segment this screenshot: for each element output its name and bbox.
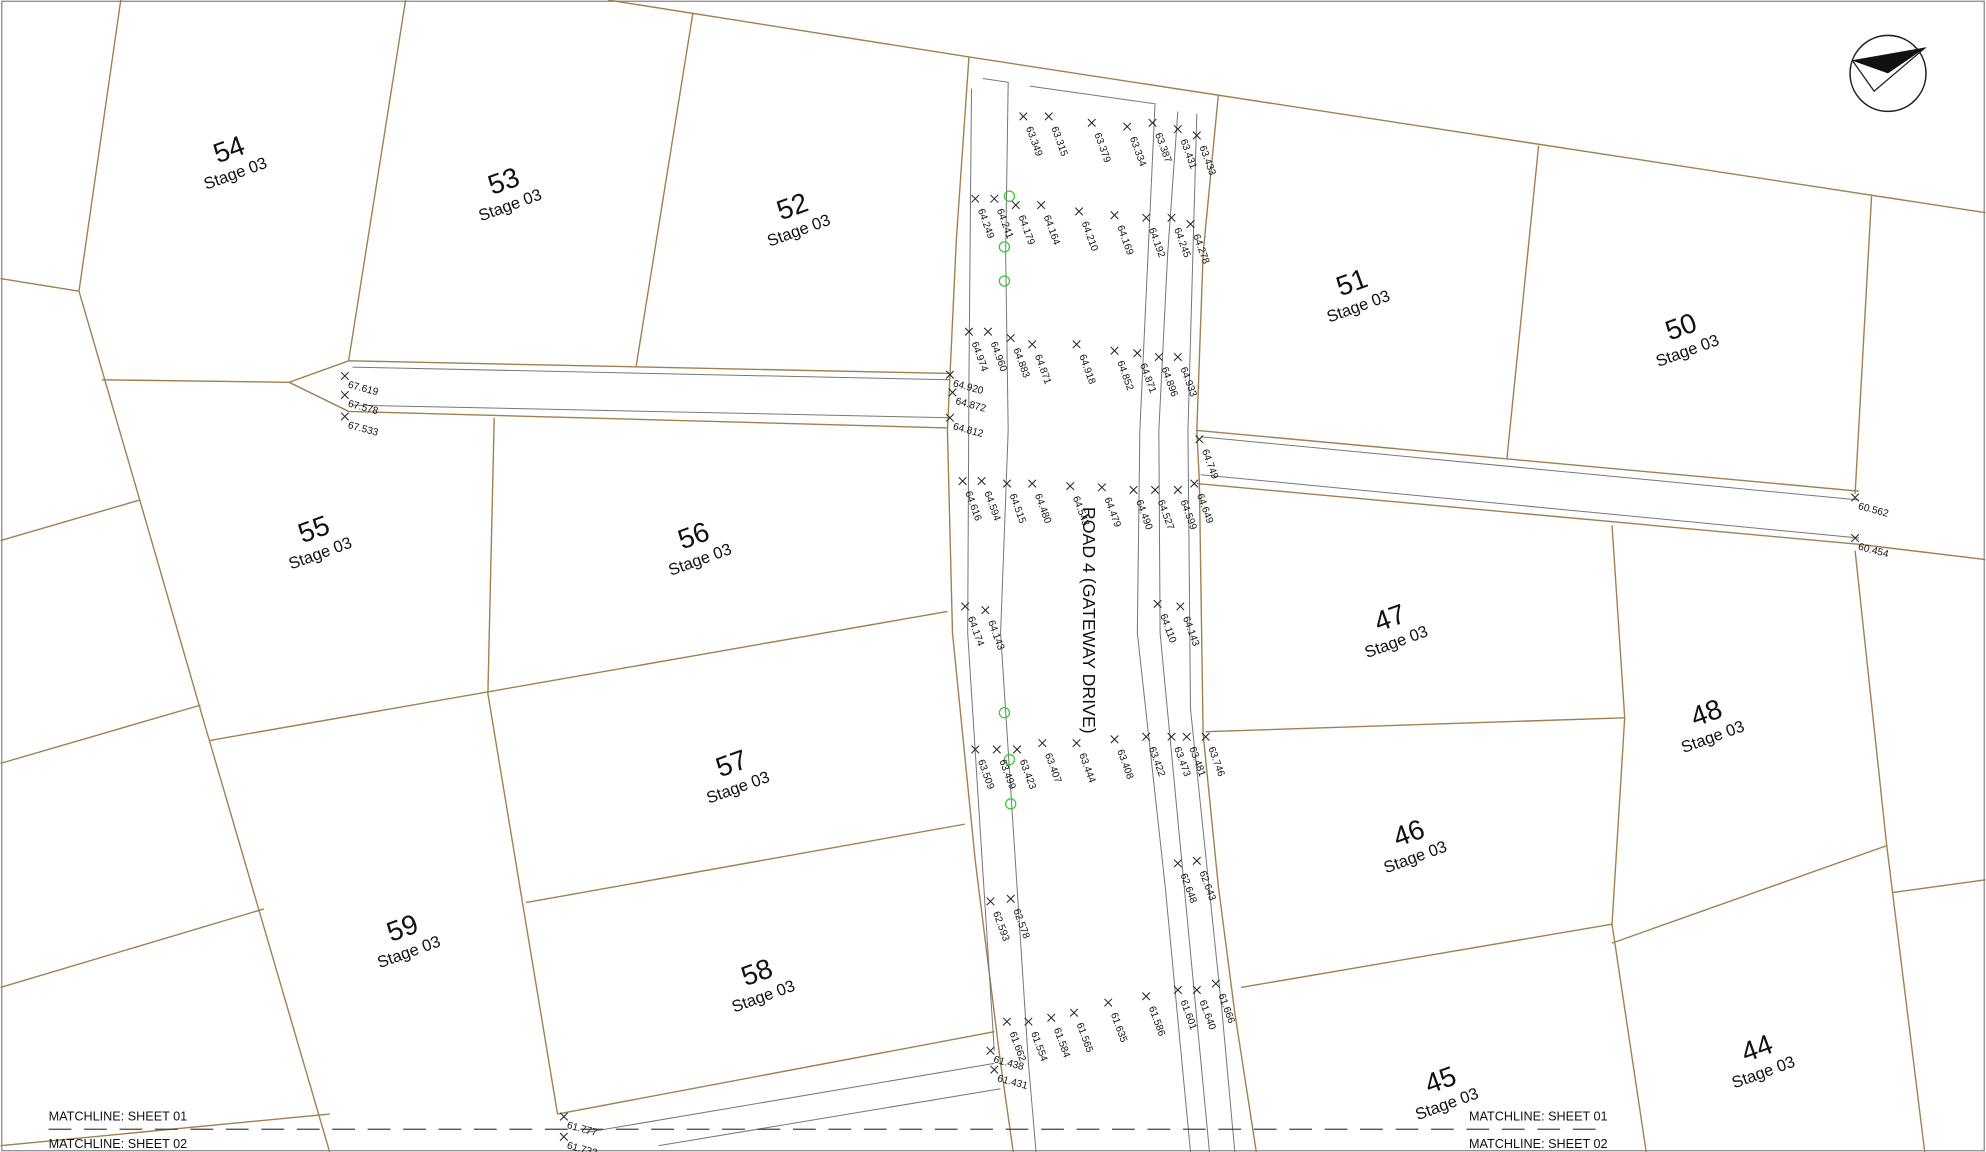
spot-cross [1190, 479, 1199, 488]
spot-cross [945, 370, 955, 379]
spot-cross [1129, 485, 1138, 495]
spot-cross [1002, 1017, 1012, 1026]
spot-cross [1192, 985, 1201, 995]
spot-cross [1044, 112, 1053, 121]
spot-cross [1006, 333, 1015, 343]
spot-cross [1167, 732, 1176, 741]
spot-cross [1150, 485, 1160, 495]
spot-cross [971, 194, 980, 203]
spot-cross [977, 476, 986, 486]
spot-cross [1142, 732, 1151, 741]
spot-cross [1176, 602, 1185, 611]
spot-cross [971, 745, 980, 754]
spot-cross [340, 371, 349, 381]
spot-cross [1110, 346, 1119, 355]
spot-cross [1173, 985, 1182, 995]
matchline-label: MATCHLINE: SHEET 01 [1469, 1109, 1608, 1123]
spot-cross [1195, 435, 1204, 444]
spot-cross [1167, 213, 1176, 222]
trees [998, 190, 1017, 810]
spot-cross [981, 606, 990, 615]
spot-cross [559, 1132, 569, 1141]
spot-cross [1192, 856, 1201, 865]
spot-cross [1024, 1017, 1033, 1026]
spot-cross [1002, 479, 1012, 488]
spot-cross [958, 476, 967, 486]
spot-cross [986, 897, 995, 906]
spot-cross [1123, 122, 1132, 131]
spot-cross [945, 413, 955, 422]
north-arrow [1849, 34, 1927, 113]
road-lines [352, 77, 1859, 1152]
spot-cross [1154, 352, 1163, 362]
spot-cross [1201, 732, 1210, 741]
spot-cross [1028, 479, 1037, 488]
spot-cross [948, 388, 957, 397]
spot-cross [1133, 349, 1142, 358]
spot-cross [1110, 211, 1119, 220]
spot-cross [1047, 1013, 1056, 1022]
spot-cross [1036, 200, 1046, 210]
spot-cross [1072, 340, 1081, 349]
spot-cross [1087, 118, 1096, 127]
spot-cross [1173, 352, 1182, 362]
spot-cross [1173, 859, 1182, 868]
spot-cross [1006, 894, 1015, 903]
spot-cross [1182, 732, 1191, 741]
matchline-label: MATCHLINE: SHEET 02 [1469, 1137, 1608, 1151]
spot-cross [1142, 992, 1151, 1001]
spot-cross [340, 412, 349, 421]
matchline-label: MATCHLINE: SHEET 01 [49, 1109, 188, 1123]
spot-cross [1038, 738, 1047, 748]
spot-cross [1104, 998, 1113, 1007]
spot-cross [983, 327, 993, 336]
spot-cross [1173, 485, 1182, 495]
spot-cross [1011, 200, 1020, 210]
spot-cross [990, 1065, 999, 1074]
spot-cross [1069, 1008, 1079, 1017]
spot-cross [1211, 979, 1220, 988]
spot-cross [1148, 118, 1157, 127]
spot-cross [559, 1112, 569, 1121]
spot-cross [1066, 481, 1075, 491]
spot-cross [1153, 599, 1162, 609]
spot-cross [1074, 207, 1084, 216]
spot-cross [990, 194, 999, 203]
spot-cross [1028, 340, 1037, 349]
spot-cross [1192, 131, 1201, 140]
spot-cross [1173, 124, 1182, 134]
spot-cross [1012, 745, 1022, 754]
road-label: ROAD 4 (GATEWAY DRIVE) [1079, 507, 1099, 734]
spot-cross [1186, 219, 1195, 229]
spot-cross [964, 327, 974, 336]
spot-cross [1019, 112, 1028, 121]
spot-cross [992, 745, 1001, 754]
spot-cross [960, 602, 970, 611]
spot-cross [340, 390, 349, 400]
spot-cross [1142, 213, 1151, 222]
matchline-label: MATCHLINE: SHEET 02 [49, 1137, 188, 1151]
spot-cross [1072, 738, 1081, 748]
spot-cross [986, 1046, 995, 1055]
spot-cross [1850, 533, 1860, 543]
spot-cross [1097, 483, 1107, 492]
spot-level: 61.732 [566, 1140, 599, 1152]
spot-cross [1110, 735, 1119, 744]
spot-cross [1850, 493, 1860, 502]
